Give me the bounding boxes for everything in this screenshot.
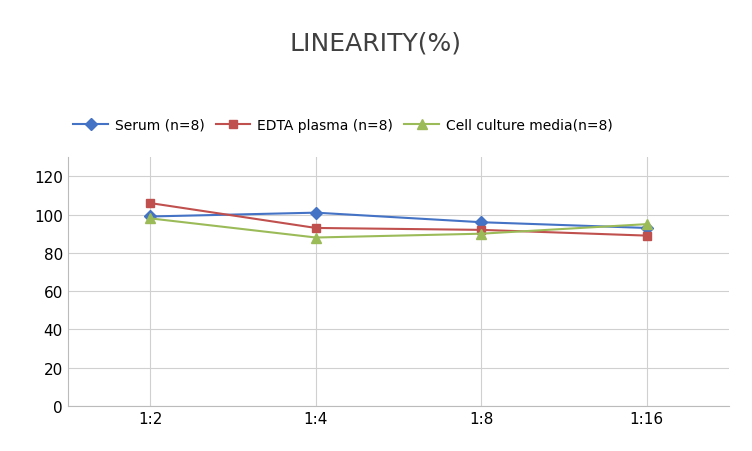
Serum (n=8) (146, 214, 155, 220)
Serum (n=8) (642, 226, 651, 231)
EDTA plasma (n=8) (146, 201, 155, 207)
EDTA plasma (n=8) (311, 226, 320, 231)
Text: LINEARITY(%): LINEARITY(%) (290, 32, 462, 55)
EDTA plasma (n=8) (642, 233, 651, 239)
Line: Cell culture media(n=8): Cell culture media(n=8) (146, 214, 651, 243)
Line: EDTA plasma (n=8): EDTA plasma (n=8) (146, 199, 651, 240)
Cell culture media(n=8) (477, 231, 486, 237)
EDTA plasma (n=8) (477, 228, 486, 233)
Cell culture media(n=8) (642, 222, 651, 227)
Serum (n=8) (311, 211, 320, 216)
Line: Serum (n=8): Serum (n=8) (146, 209, 651, 233)
Serum (n=8) (477, 220, 486, 226)
Cell culture media(n=8) (311, 235, 320, 241)
Legend: Serum (n=8), EDTA plasma (n=8), Cell culture media(n=8): Serum (n=8), EDTA plasma (n=8), Cell cul… (68, 113, 618, 138)
Cell culture media(n=8) (146, 216, 155, 221)
